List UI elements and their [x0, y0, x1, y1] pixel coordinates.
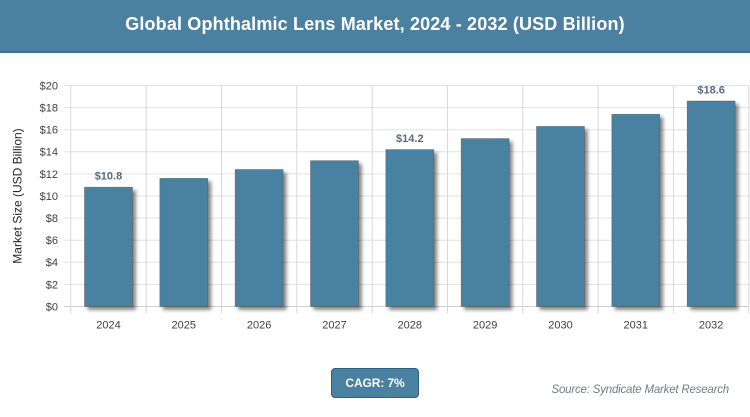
- x-axis-tick-label: 2027: [322, 320, 346, 332]
- y-axis-tick-label: $8: [46, 213, 58, 225]
- y-axis-tick-label: $4: [46, 257, 58, 269]
- bar-value-label: $14.2: [396, 133, 424, 145]
- bar-2030: [536, 126, 585, 307]
- x-axis-tick-label: 2024: [96, 320, 120, 332]
- y-axis-tick-label: $2: [46, 279, 58, 291]
- bar-value-label: $10.8: [95, 171, 123, 183]
- bar-2026: [234, 169, 284, 307]
- cagr-badge: CAGR: 7%: [331, 368, 419, 398]
- bar-2024: [84, 186, 133, 307]
- y-axis-tick-label: $10: [40, 191, 58, 203]
- bar-2025: [159, 177, 209, 307]
- y-axis-tick-label: $14: [40, 147, 58, 159]
- cagr-badge-label: CAGR: 7%: [345, 376, 405, 390]
- x-axis-tick-label: 2032: [699, 320, 723, 332]
- y-axis-tick-label: $6: [46, 235, 58, 247]
- chart-title-bar: Global Ophthalmic Lens Market, 2024 - 20…: [0, 0, 750, 53]
- bar-value-label: $18.6: [697, 84, 725, 96]
- x-axis-tick-label: 2029: [473, 320, 497, 332]
- x-axis-tick-label: 2026: [247, 320, 271, 332]
- y-axis-title: Market Size (USD Billion): [11, 128, 25, 263]
- x-axis-tick-label: 2030: [548, 320, 572, 332]
- chart-title: Global Ophthalmic Lens Market, 2024 - 20…: [125, 14, 625, 34]
- y-axis-tick-label: $18: [40, 103, 58, 115]
- y-axis-tick-label: $12: [40, 169, 58, 181]
- bar-2028: [385, 149, 435, 307]
- y-axis-tick-label: $20: [40, 80, 58, 92]
- y-axis-tick-label: $16: [40, 125, 58, 137]
- x-axis-tick-label: 2031: [624, 320, 648, 332]
- bar-2029: [460, 138, 510, 307]
- bar-2027: [310, 160, 359, 307]
- bar-2032: [686, 100, 736, 307]
- x-axis-tick-label: 2028: [398, 320, 422, 332]
- y-axis-tick-label: $0: [46, 301, 58, 313]
- bar-2031: [611, 113, 661, 307]
- x-axis-tick-label: 2025: [172, 320, 196, 332]
- bar-chart: $0 $2 $4 $6 $8 $10 $12 $14 $16 $18 $20 $10.8 2024 202…: [11, 80, 750, 332]
- source-attribution: Source: Syndicate Market Research: [551, 384, 730, 396]
